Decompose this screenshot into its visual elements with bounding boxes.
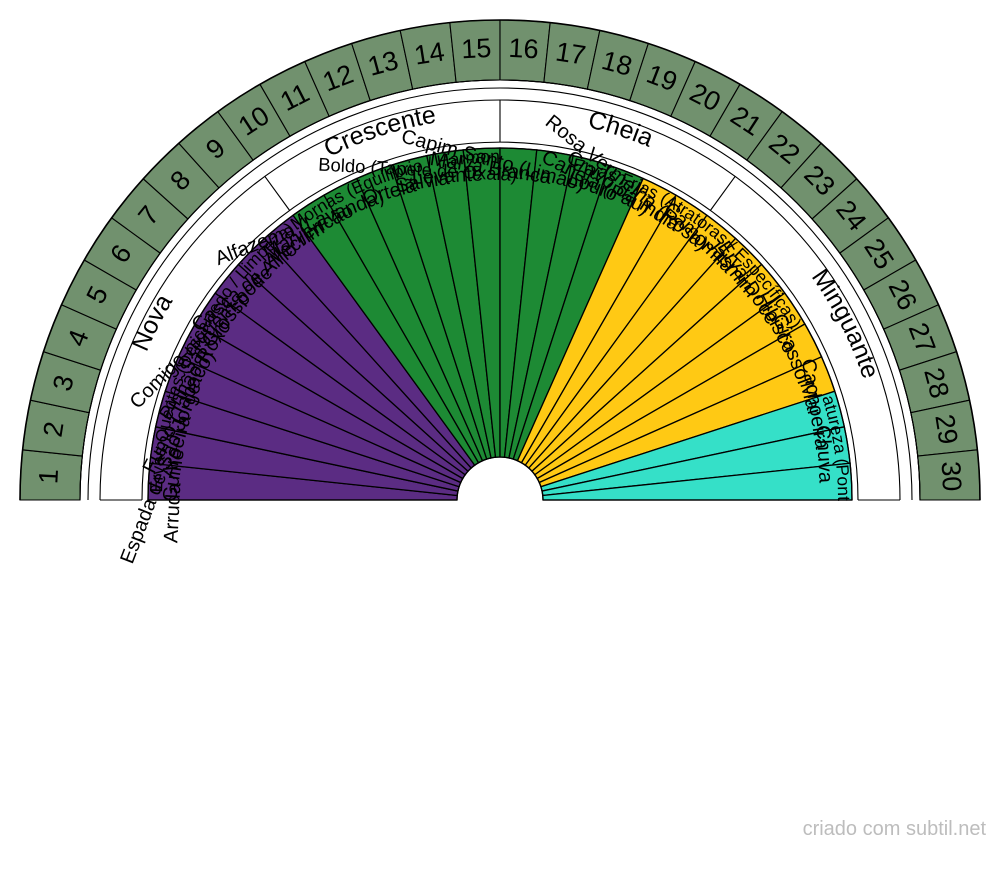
svg-text:15: 15 bbox=[461, 33, 493, 65]
svg-text:16: 16 bbox=[508, 33, 540, 65]
svg-text:14: 14 bbox=[412, 36, 446, 70]
svg-text:1: 1 bbox=[33, 468, 64, 485]
svg-text:29: 29 bbox=[929, 412, 963, 446]
svg-text:17: 17 bbox=[554, 36, 588, 70]
svg-text:30: 30 bbox=[936, 461, 968, 493]
